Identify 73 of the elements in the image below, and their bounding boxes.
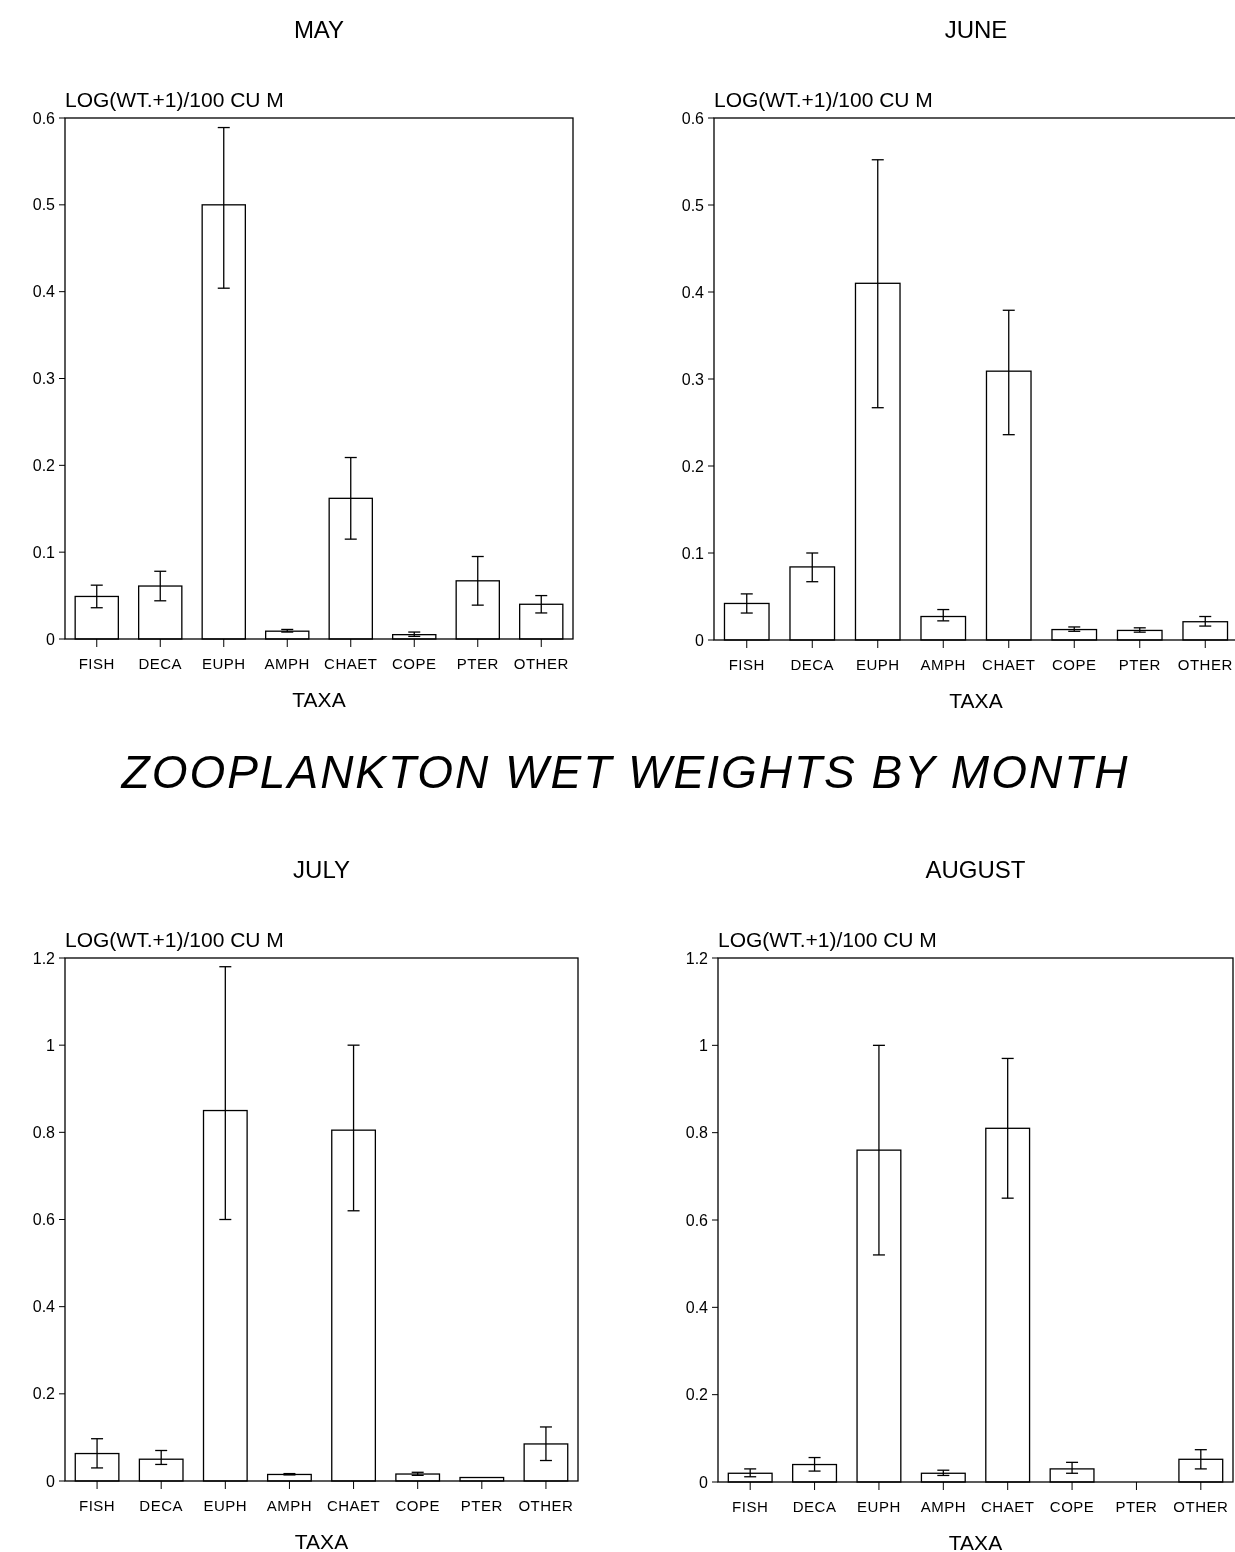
- x-tick-label: COPE: [395, 1497, 440, 1514]
- y-tick-label: 0.8: [32, 1123, 56, 1141]
- y-tick-label: 0.4: [32, 1298, 56, 1316]
- chart-title: JULY: [293, 856, 350, 883]
- y-tick-label: 0.1: [681, 544, 705, 562]
- y-axis-title: LOG(WT.+1)/100 CU M: [65, 88, 284, 111]
- x-tick-label: CHAET: [982, 656, 1036, 673]
- y-tick-label: 1: [46, 1036, 56, 1054]
- chart-title: AUGUST: [925, 856, 1026, 883]
- x-tick-label: FISH: [78, 655, 115, 672]
- y-tick-label: 1.2: [685, 949, 709, 967]
- x-tick-label: COPE: [391, 655, 437, 672]
- y-tick-label: 0.8: [685, 1124, 709, 1142]
- x-tick-label: OTHER: [1173, 1498, 1229, 1515]
- x-tick-label: EUPH: [855, 656, 900, 673]
- x-tick-label: COPE: [1049, 1498, 1095, 1515]
- x-tick-label: EUPH: [201, 655, 246, 672]
- text: ZOOPLANKTON WET WEIGHTS BY MONTH: [120, 746, 1130, 798]
- y-axis-title: LOG(WT.+1)/100 CU M: [65, 928, 284, 951]
- x-tick-label: PTER: [1118, 656, 1161, 673]
- y-tick-label: 0.4: [681, 283, 705, 301]
- x-tick-label: FISH: [78, 1497, 116, 1514]
- y-tick-label: 0.3: [681, 370, 705, 388]
- x-tick-label: CHAET: [324, 655, 378, 672]
- y-tick-label: 0.1: [32, 543, 56, 561]
- x-tick-label: OTHER: [518, 1497, 574, 1514]
- x-tick-label: AMPH: [264, 655, 310, 672]
- y-tick-label: 0.4: [32, 283, 56, 301]
- y-tick-label: 0: [46, 630, 56, 648]
- x-tick-label: DECA: [139, 1497, 184, 1514]
- x-tick-label: DECA: [792, 1498, 837, 1515]
- x-tick-label: DECA: [790, 656, 835, 673]
- chart-title: JUNE: [944, 16, 1008, 43]
- x-axis-title: TAXA: [294, 1530, 349, 1552]
- y-tick-label: 0.2: [32, 456, 56, 474]
- y-tick-label: 0.6: [685, 1211, 709, 1229]
- x-axis-title: TAXA: [292, 688, 346, 711]
- y-tick-label: 0.2: [32, 1385, 56, 1403]
- y-tick-label: 0: [699, 1473, 709, 1491]
- x-tick-label: EUPH: [203, 1497, 248, 1514]
- y-tick-label: 0.5: [681, 196, 705, 214]
- y-tick-label: 0.6: [32, 109, 56, 127]
- y-tick-label: 0.2: [685, 1386, 709, 1404]
- y-tick-label: 0.2: [681, 457, 705, 475]
- x-tick-label: PTER: [456, 655, 499, 672]
- x-tick-label: CHAET: [326, 1497, 381, 1514]
- y-axis-title: LOG(WT.+1)/100 CU M: [714, 88, 933, 111]
- x-tick-label: CHAET: [981, 1498, 1035, 1515]
- x-tick-label: PTER: [1115, 1498, 1158, 1515]
- x-tick-label: OTHER: [1177, 656, 1233, 673]
- y-tick-label: 0.4: [685, 1298, 709, 1316]
- chart-title: MAY: [293, 16, 345, 43]
- x-tick-label: EUPH: [857, 1498, 901, 1515]
- x-tick-label: COPE: [1051, 656, 1097, 673]
- y-tick-label: 0.6: [681, 109, 705, 127]
- y-tick-label: 0.3: [32, 370, 56, 388]
- y-tick-label: 0.6: [32, 1211, 56, 1229]
- x-tick-label: AMPH: [920, 1498, 966, 1515]
- y-axis-title: LOG(WT.+1)/100 CU M: [718, 928, 937, 951]
- y-tick-label: 0.5: [32, 196, 56, 214]
- x-axis-title: TAXA: [948, 1531, 1003, 1552]
- x-tick-label: DECA: [138, 655, 183, 672]
- x-tick-label: AMPH: [266, 1497, 313, 1514]
- x-tick-label: PTER: [460, 1497, 503, 1514]
- x-tick-label: FISH: [728, 656, 765, 673]
- y-tick-label: 0: [695, 631, 705, 649]
- x-tick-label: AMPH: [920, 656, 966, 673]
- y-tick-label: 1.2: [32, 949, 56, 967]
- x-tick-label: FISH: [732, 1498, 769, 1515]
- y-tick-label: 0: [46, 1472, 56, 1490]
- y-tick-label: 1: [699, 1036, 709, 1054]
- x-axis-title: TAXA: [949, 689, 1003, 712]
- x-tick-label: OTHER: [513, 655, 569, 672]
